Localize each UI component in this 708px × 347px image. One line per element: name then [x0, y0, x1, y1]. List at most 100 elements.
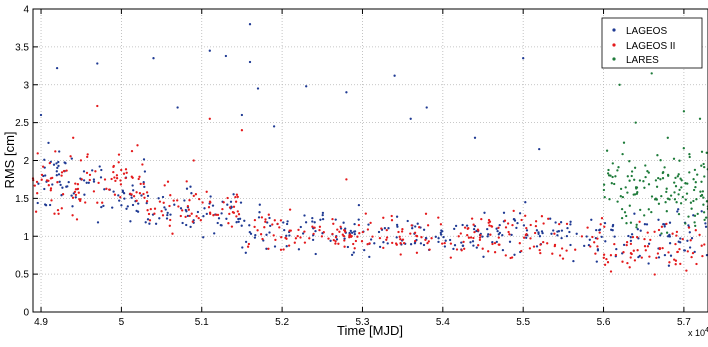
data-point: [386, 242, 389, 245]
data-point: [665, 187, 668, 190]
data-point: [79, 159, 83, 162]
data-point-outlier: [176, 106, 179, 109]
data-point: [414, 239, 417, 243]
data-point: [546, 242, 549, 245]
data-point: [471, 240, 475, 243]
data-point: [261, 237, 264, 241]
data-point: [595, 228, 598, 232]
data-point: [666, 173, 670, 177]
data-point: [705, 253, 708, 257]
data-point: [666, 197, 670, 200]
data-point: [625, 243, 628, 247]
data-point: [235, 193, 239, 196]
data-point: [504, 226, 508, 229]
data-point: [522, 236, 526, 239]
data-point: [590, 218, 593, 221]
data-point: [415, 251, 419, 254]
data-point: [643, 214, 646, 217]
data-point: [614, 253, 618, 257]
data-point: [294, 237, 298, 240]
data-point: [265, 247, 268, 250]
data-point: [176, 199, 179, 202]
data-point-outlier: [96, 62, 99, 65]
data-point: [77, 191, 80, 194]
x-multiplier-label: x 104: [688, 327, 708, 338]
data-point: [700, 210, 703, 213]
data-point: [141, 163, 144, 166]
data-point: [173, 203, 176, 206]
data-point: [524, 214, 527, 217]
data-point: [419, 242, 423, 245]
data-point: [508, 240, 512, 243]
data-point: [497, 236, 500, 239]
data-point: [660, 232, 663, 235]
data-point: [301, 232, 305, 235]
data-point: [658, 247, 662, 251]
data-point: [49, 177, 53, 180]
data-point: [455, 248, 459, 251]
data-point: [85, 181, 88, 184]
data-point: [352, 242, 355, 246]
data-point: [633, 193, 637, 196]
data-point: [138, 192, 142, 195]
data-point: [149, 207, 152, 211]
data-point: [144, 221, 147, 224]
data-point: [598, 228, 602, 231]
data-point: [86, 153, 89, 156]
data-point: [279, 219, 283, 222]
x-tick-label: 4.9: [34, 317, 48, 328]
data-point: [559, 221, 563, 224]
data-point: [303, 230, 306, 233]
data-point: [142, 181, 145, 184]
data-point: [98, 165, 101, 168]
data-point: [332, 238, 335, 242]
data-point-outlier: [650, 72, 653, 75]
data-point: [497, 243, 500, 246]
data-point: [395, 215, 399, 218]
data-point: [677, 193, 680, 196]
data-point: [396, 225, 399, 228]
data-point: [655, 198, 658, 201]
data-point: [497, 226, 500, 229]
data-point: [646, 231, 649, 234]
plot-background: [33, 9, 708, 312]
data-point: [630, 174, 633, 178]
data-point: [661, 246, 664, 250]
data-point: [86, 155, 89, 159]
data-point: [117, 161, 120, 164]
data-point: [600, 235, 603, 239]
data-point: [673, 191, 676, 194]
x-tick-label: 5.5: [516, 317, 530, 328]
data-point: [448, 238, 452, 242]
data-point: [486, 235, 489, 238]
data-point: [238, 217, 242, 220]
data-point: [263, 226, 266, 229]
data-point: [426, 224, 430, 227]
data-point-outlier: [305, 85, 308, 88]
data-point: [162, 201, 165, 204]
data-point: [260, 216, 264, 219]
data-point: [70, 194, 73, 197]
data-point: [282, 221, 285, 224]
data-point: [460, 241, 463, 244]
data-point: [343, 228, 346, 232]
data-point: [660, 194, 663, 198]
data-point: [135, 191, 138, 194]
data-point: [415, 235, 419, 238]
data-point: [568, 230, 571, 234]
data-point: [217, 217, 221, 220]
data-point: [181, 221, 184, 225]
data-point: [74, 196, 77, 199]
data-point: [35, 180, 39, 184]
data-point: [701, 190, 705, 193]
data-point: [203, 207, 206, 210]
data-point: [55, 170, 58, 173]
data-point: [265, 233, 268, 236]
data-point: [132, 189, 135, 192]
data-point: [71, 196, 75, 199]
data-point: [205, 212, 208, 216]
data-point: [188, 214, 191, 218]
data-point: [244, 251, 247, 254]
data-point: [85, 171, 89, 175]
data-point: [60, 171, 64, 174]
